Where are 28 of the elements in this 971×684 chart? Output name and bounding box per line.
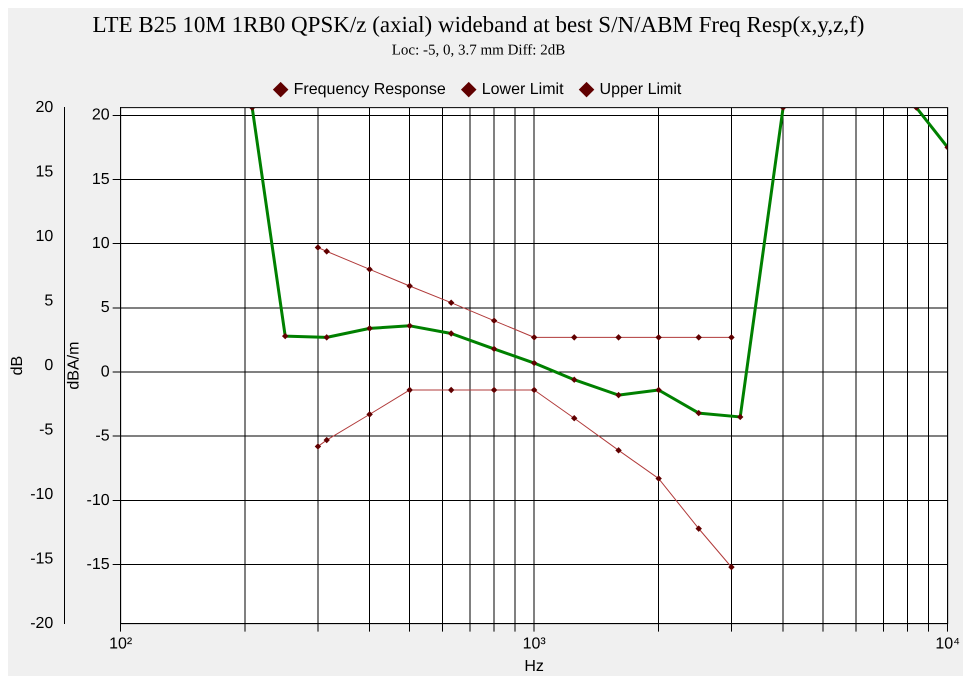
legend-label: Frequency Response <box>294 81 446 98</box>
y-axis-title: dBA/m <box>65 342 82 390</box>
y-tick-label: -10 <box>86 492 110 509</box>
y2-tick-label: 0 <box>44 357 54 374</box>
y-tick-label: 15 <box>92 170 110 188</box>
y2-axis-title: dB <box>9 356 26 376</box>
y-tick-label: -15 <box>86 556 110 573</box>
y-tick-label: 0 <box>100 363 110 380</box>
y-tick-label: 10 <box>92 235 110 252</box>
x-tick-label: 10³ <box>522 636 546 653</box>
y2-tick-label: 15 <box>36 164 54 181</box>
y2-tick-label: -5 <box>39 422 54 439</box>
chart-subtitle: Loc: -5, 0, 3.7 mm Diff: 2dB <box>392 42 566 59</box>
y-tick-label: 5 <box>100 299 110 316</box>
y2-tick-label: -10 <box>30 486 54 504</box>
x-tick-label: 10⁴ <box>935 636 960 653</box>
y-tick-label: -5 <box>95 428 110 445</box>
y2-tick-label: -15 <box>30 550 54 568</box>
y2-tick-label: 5 <box>44 292 54 310</box>
legend-label: Upper Limit <box>600 81 682 98</box>
y-tick-label: 20 <box>92 106 110 124</box>
y2-tick-label: -20 <box>30 615 54 632</box>
y2-tick-label: 10 <box>36 228 54 246</box>
y2-tick-label: 20 <box>36 99 54 116</box>
legend-label: Lower Limit <box>482 81 564 98</box>
chart-title: LTE B25 10M 1RB0 QPSK/z (axial) wideband at best S/N/ABM Freq Resp(x,y,z,f) <box>92 12 864 37</box>
x-axis-title: Hz <box>524 658 544 675</box>
x-tick-label: 10² <box>109 636 133 653</box>
